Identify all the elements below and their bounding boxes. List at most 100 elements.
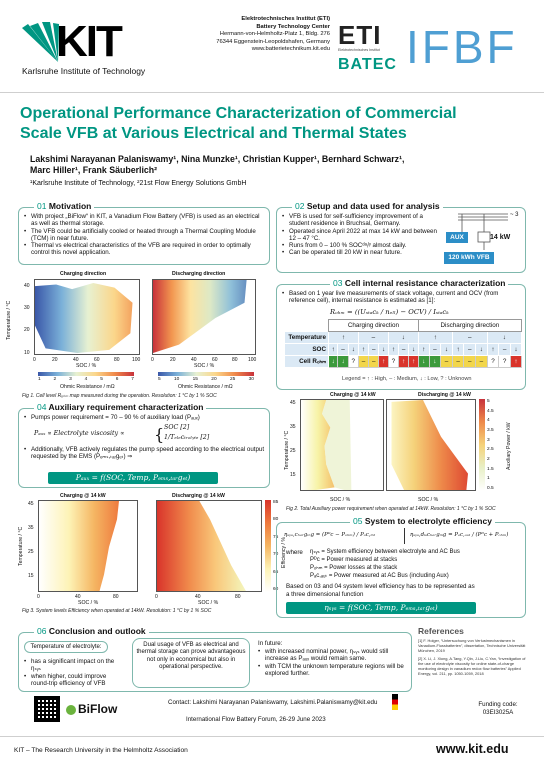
y-tick: 30	[24, 305, 30, 311]
colorbar-label: Auxiliary Power / kW	[506, 422, 512, 470]
efficiency-map-discharging	[156, 500, 262, 592]
colorbar-ohmic-discharging	[158, 372, 254, 376]
conclusion-col1-head: Temperature of electrolyte:	[24, 641, 108, 653]
section-heading: Motivation	[48, 201, 92, 211]
conclusion-col1: has a significant impact on the ηₛᵧₛ whe…	[24, 658, 124, 687]
soc-cell: –	[368, 343, 380, 356]
qr-code	[34, 696, 60, 722]
soc-cell: –	[337, 343, 349, 356]
conclusion-col3-head: In future:	[258, 640, 283, 647]
eff-definitions: ηₛᵧₛ = System efficiency between electro…	[310, 548, 522, 580]
kit-subtitle: Karlsruhe Institute of Technology	[22, 66, 146, 76]
x-axis-label: SOC / %	[418, 497, 439, 503]
biflow-logo-text: BiFlow	[78, 702, 118, 716]
cbar-tick: 70	[273, 552, 279, 558]
header-divider	[0, 92, 544, 93]
colorbar-ticks: 85 80 75 70 65 60	[273, 500, 278, 592]
cbar-tick: 5	[487, 399, 490, 404]
ifbf-logo: IFBF	[406, 22, 526, 72]
definition: ηₛᵧₛ = System efficiency between electro…	[310, 549, 460, 555]
x-tick: 40	[195, 594, 201, 600]
y-tick: 35	[290, 424, 296, 430]
bullet-item: Operated since April 2022 at max 14 kW a…	[282, 228, 442, 243]
eti-logo-sub: Elektrotechnisches Institut	[338, 48, 380, 52]
y-tick: 25	[290, 448, 296, 454]
resistance-cell: ?	[387, 355, 400, 368]
cbar-tick: 6	[115, 377, 119, 382]
relation-brace: {	[154, 425, 165, 444]
auxiliary-bullets-2: Additionally, VFB actively regulates the…	[24, 446, 266, 461]
conference: International Flow Battery Forum, 26-29 …	[186, 716, 326, 723]
affiliations: ¹Karlsruhe Institute of Technology, ²21s…	[30, 180, 247, 187]
colorbar-label: Ohmic Resistance / mΩ	[178, 384, 233, 390]
eti-logo-text: ETI	[338, 20, 382, 50]
institute-line: Elektrotechnisches Institut (ETI)	[241, 16, 330, 22]
section-number: 04	[37, 402, 47, 412]
bullet-item: With project „BiFlow“ in KIT, a Vanadium…	[24, 213, 266, 228]
cbar-tick: 15	[192, 377, 198, 382]
cbar-tick: 3.5	[487, 427, 494, 433]
x-tick: 20	[52, 357, 58, 363]
resistance-cell: ↓	[428, 355, 442, 368]
soc-cell: ↑	[357, 343, 370, 356]
eq-divider	[404, 528, 405, 544]
setup-bullets: VFB is used for self-sufficiency improve…	[282, 213, 442, 257]
x-axis-label: SOC / %	[76, 363, 97, 369]
bullet-item: with TCM the unknown temperature regions…	[258, 663, 408, 678]
biflow-logo: BiFlow	[66, 702, 117, 716]
x-tick: 80	[235, 594, 241, 600]
bullet-item: Thermal vs electrical characteristics of…	[24, 242, 266, 257]
aux-box: AUX	[446, 232, 468, 243]
resistance-cell: ↑	[408, 355, 419, 368]
x-axis-label: SOC / %	[198, 600, 219, 606]
y-tick: 45	[28, 501, 34, 507]
reference-item: [1] F. Holger, “Untersuchung von Verlust…	[418, 638, 526, 653]
resistance-cell: –	[368, 355, 380, 368]
grid-lines-icon	[458, 213, 508, 250]
y-axis-label: Temperature / °C	[6, 300, 12, 340]
resistance-cell: ↑	[378, 355, 389, 368]
y-axis-label: Temperature / °C	[18, 526, 24, 566]
efficiency-map-charging	[38, 500, 138, 592]
resistance-formula: Rₒₕₘ = ((Uₛₜₐcₖ / nₑₗₗ) − OCV) / Iₛₜₐcₖ	[330, 308, 449, 316]
chart-title: Charging @ 14 kW	[60, 493, 106, 499]
y-tick: 10	[24, 350, 30, 356]
cbar-tick: 5	[100, 377, 103, 382]
funding-label: Funding code: 03EI3025A	[470, 701, 526, 716]
resistance-cell: –	[463, 355, 477, 368]
eq-charging: ηₛᵧₛ,cₕₐᵣgᵢₙg = (Pᴰc − Pₒₕₘ) / Pₐc,ᵢₙₜ	[284, 532, 376, 538]
soc-cell: –	[498, 343, 511, 356]
section-number: 06	[37, 626, 47, 636]
resistance-cell: ↓	[327, 355, 339, 368]
ohmic-map-discharging	[152, 279, 256, 355]
auxiliary-title: 04 Auxiliary requirement characterizatio…	[34, 402, 207, 412]
cbar-tick: 3	[487, 437, 490, 443]
institute-address: Elektrotechnisches Institut (ETI) Batter…	[190, 16, 330, 54]
soc-cell: ↓	[509, 343, 523, 356]
figure-caption: Fig 2. Total Auxiliary power requirement…	[286, 506, 496, 512]
x-tick: 80	[113, 594, 119, 600]
institute-line: www.batterietechnikum.kit.edu	[251, 46, 330, 53]
section-number: 03	[333, 278, 343, 288]
relation-text: Pₐᵤₓ ∝ Electrolyte viscosity ∝	[34, 430, 125, 437]
soc-cell: ↑	[327, 343, 339, 356]
cbar-tick: 85	[273, 500, 279, 505]
section-number: 02	[295, 201, 305, 211]
bullet-item: Additionally, VFB actively regulates the…	[24, 446, 266, 461]
row-label: Cell Rₒₕₘ	[284, 355, 329, 368]
cbar-tick: 1	[38, 377, 41, 382]
ifbf-logo-text: IFBF	[406, 21, 518, 73]
resistance-cell: –	[357, 355, 370, 368]
resistance-table: Charging direction Discharging direction…	[284, 319, 523, 368]
x-axis-label: SOC / %	[330, 497, 351, 503]
chart-title: Discharging direction	[172, 271, 226, 277]
resistance-cell: ?	[347, 355, 359, 368]
setup-diagram: ~ 3 AUX 14 kW 120 kWh VFB	[442, 210, 524, 270]
eq-discharging: ηₛᵧₛ,dᵢₛcₕₐᵣgᵢₙg = Pₐc,ₒᵤₜ / (Pᴰc + Pₒₕₘ…	[410, 532, 509, 538]
x-tick: 100	[132, 357, 141, 363]
colorbar-ticks: 5 10 15 20 25 30	[158, 377, 254, 382]
bullet-item: when higher, could improve round-trip ef…	[24, 673, 124, 688]
soc-cell: ↑	[417, 343, 430, 356]
definition: Pₒₕₘ = Power losses at the stack	[310, 565, 398, 571]
flag-icon	[392, 694, 398, 710]
